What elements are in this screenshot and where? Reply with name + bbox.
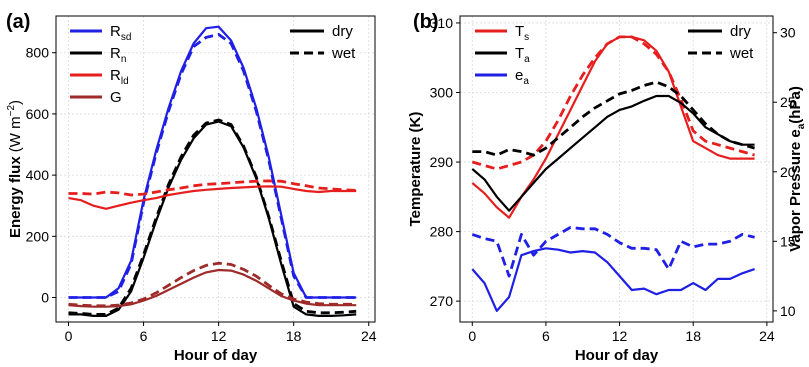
panel-label: (b) <box>413 11 439 33</box>
legend-label-base: R <box>110 23 121 40</box>
series-line-ea-wet <box>471 226 755 278</box>
legend-label: Rsd <box>110 23 131 43</box>
x-tick-label: 18 <box>685 328 701 344</box>
legend-label-base: R <box>110 45 121 62</box>
series-line-rn-dry <box>68 120 357 317</box>
x-tick-label: 6 <box>542 328 550 344</box>
legend-label: Ta <box>515 45 530 65</box>
series-line-ta-wet <box>472 80 755 157</box>
x-tick-label: 24 <box>759 328 775 344</box>
legend-label: Rn <box>110 45 126 65</box>
y-tick-label: 400 <box>26 167 50 183</box>
x-tick-label: 6 <box>140 328 148 344</box>
legend-label-sub: sd <box>121 32 132 43</box>
y2-axis-title-sub: a <box>796 123 807 129</box>
y-tick-label: 600 <box>26 106 50 122</box>
legend-label-wet: wet <box>331 45 356 62</box>
y-tick-label: 300 <box>430 85 454 101</box>
y2-axis-title-unit: (hPa) <box>787 86 804 124</box>
legend-label: G <box>110 89 122 106</box>
legend-label-wet: wet <box>729 45 754 62</box>
plot-frame <box>55 15 376 323</box>
y-axis-title: Energy flux (W m−2) <box>6 100 24 238</box>
legend-label-sub: a <box>524 54 530 65</box>
series-line-ta-dry <box>471 94 755 212</box>
legend-label-sub: ld <box>121 76 129 87</box>
legend-label-base: G <box>110 89 122 106</box>
legend-label-base: R <box>110 67 121 84</box>
legend-label: Rld <box>110 67 129 87</box>
legend-label-base: T <box>515 23 524 40</box>
x-tick-label: 0 <box>65 328 73 344</box>
series-line-rsd-wet <box>68 33 357 299</box>
x-tick-label: 12 <box>612 328 628 344</box>
panel-label: (a) <box>6 11 30 33</box>
legend-label: Ts <box>515 23 529 43</box>
y2-tick-label: 20 <box>780 164 796 180</box>
panel-b-temperature-vapor: 0 6 12 18 24 270 280 290 300 310 10 15 20 25 30 (b) Hour… <box>407 11 807 364</box>
y-axis-title: Temperature (K) <box>407 112 424 227</box>
y-tick-label: 0 <box>41 290 49 306</box>
x-axis-title: Hour of day <box>575 347 659 364</box>
y-tick-label: 310 <box>430 15 454 31</box>
y-axis-title-unit: (W m <box>7 116 24 156</box>
y2-axis-title-main: Vapor Pressure e <box>787 129 804 252</box>
y-tick-label: 200 <box>26 228 50 244</box>
y-tick-label: 800 <box>26 45 50 61</box>
series-line-g-wet <box>68 261 357 308</box>
legend-label-sub: n <box>121 54 127 65</box>
series-line-ts-wet <box>471 35 755 171</box>
series-line-g-dry <box>68 268 357 308</box>
y2-tick-label: 25 <box>780 94 796 110</box>
y-tick-label: 280 <box>430 224 454 240</box>
legend-label-base: T <box>515 45 524 62</box>
y2-tick-label: 30 <box>780 25 796 41</box>
series-line-rld-dry <box>68 185 357 210</box>
legend-label-sub: a <box>523 76 529 87</box>
y-tick-label: 290 <box>430 154 454 170</box>
y-axis-title-main: Energy flux <box>7 156 24 238</box>
plot-frame <box>459 15 774 323</box>
y-axis-title-unit-exp: −2 <box>6 105 17 117</box>
y2-tick-label: 15 <box>780 233 796 249</box>
panel-a-energy-flux: 0 6 12 18 24 0 200 400 600 800 (a) Hour of day Energ… <box>6 11 377 364</box>
legend-label-sub: s <box>524 32 529 43</box>
legend-label-dry: dry <box>332 23 353 40</box>
y-axis-title-unit-close: ) <box>7 100 24 105</box>
series-line-ts-dry <box>471 35 755 219</box>
legend-label-base: e <box>515 67 523 84</box>
y2-axis-title: Vapor Pressure ea(hPa) <box>787 86 807 252</box>
x-tick-label: 18 <box>286 328 302 344</box>
legend-label-dry: dry <box>730 23 751 40</box>
x-tick-label: 12 <box>211 328 227 344</box>
series-line-ea-dry <box>471 247 755 312</box>
x-tick-label: 24 <box>361 328 377 344</box>
x-axis-title: Hour of day <box>174 347 258 364</box>
y2-tick-label: 10 <box>780 303 796 319</box>
series-line-rld-wet <box>68 179 357 197</box>
x-tick-label: 0 <box>468 328 476 344</box>
legend-label: ea <box>515 67 529 87</box>
series-line-rn-wet <box>68 118 357 316</box>
y-tick-label: 270 <box>430 293 454 309</box>
